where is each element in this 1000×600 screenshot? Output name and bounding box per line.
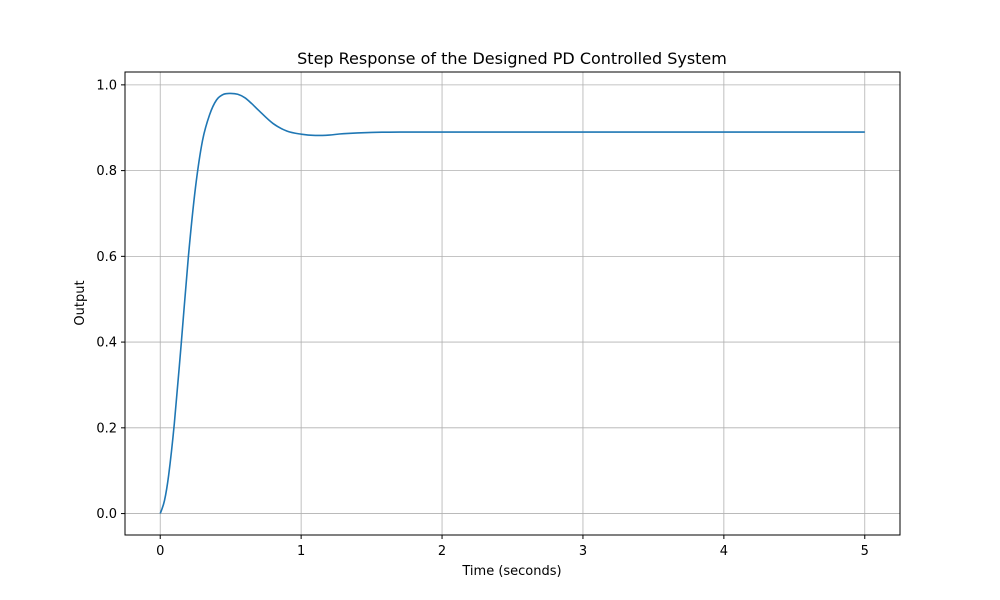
series-line-step-response xyxy=(159,92,865,514)
x-tick-label: 5 xyxy=(861,544,869,559)
x-tick-label: 4 xyxy=(720,544,728,559)
y-tick-label: 1.0 xyxy=(96,78,117,93)
x-axis-label: Time (seconds) xyxy=(461,564,561,579)
x-tick-label: 1 xyxy=(297,544,305,559)
y-tick-label: 0.6 xyxy=(96,250,117,265)
x-tick-label: 0 xyxy=(156,544,164,559)
axis-ticks: 0 1 2 3 4 5 0.0 0.2 0.4 0.6 0.8 1.0 xyxy=(96,78,869,559)
plot-frame xyxy=(124,71,901,536)
x-tick-label: 2 xyxy=(438,544,446,559)
chart-title: Step Response of the Designed PD Control… xyxy=(297,49,727,68)
y-tick-label: 0.0 xyxy=(96,507,117,522)
x-tick-label: 3 xyxy=(579,544,587,559)
y-axis-label: Output xyxy=(73,280,88,325)
grid-lines xyxy=(125,72,900,535)
y-tick-label: 0.2 xyxy=(96,421,117,436)
y-tick-label: 0.4 xyxy=(96,336,117,351)
y-tick-label: 0.8 xyxy=(96,164,117,179)
